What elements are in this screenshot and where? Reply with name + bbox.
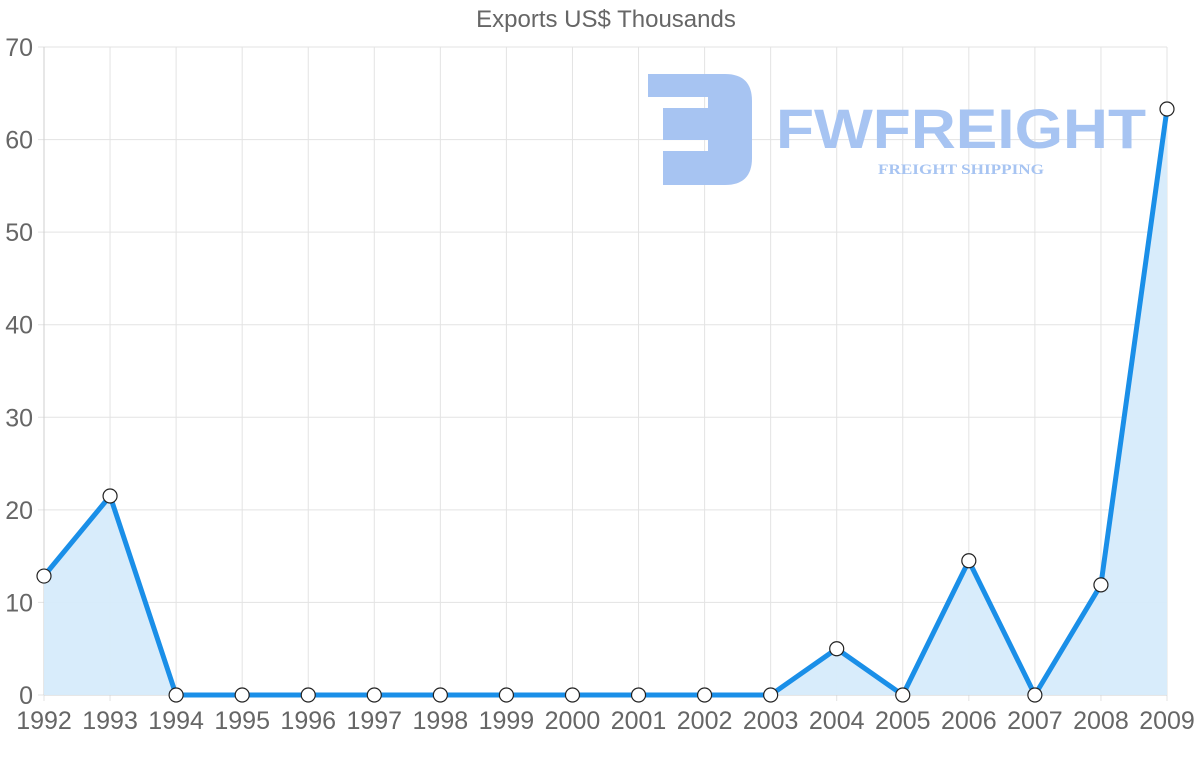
x-tick-label: 2000 xyxy=(545,707,601,735)
data-point-2001[interactable] xyxy=(630,687,647,703)
series-line xyxy=(42,108,1170,698)
x-tick-label: 1995 xyxy=(214,707,270,735)
data-point-2007[interactable] xyxy=(1027,687,1043,703)
data-point-2006[interactable] xyxy=(961,553,977,569)
y-tick-label: 70 xyxy=(5,34,33,62)
x-tick-label: 1994 xyxy=(148,707,204,735)
fwfreight-logo-icon xyxy=(648,74,752,185)
data-point-1997[interactable] xyxy=(366,687,382,703)
chart-title: Exports US$ Thousands xyxy=(476,6,736,33)
y-tick-label: 20 xyxy=(5,497,33,525)
data-point-2004[interactable] xyxy=(829,641,845,657)
y-tick-label: 0 xyxy=(19,682,33,710)
data-point-2005[interactable] xyxy=(895,687,911,703)
watermark-brand-text: FWFREIGHT xyxy=(776,97,1146,160)
y-axis: 0 10 20 30 40 50 60 70 xyxy=(5,34,33,710)
data-point-2008[interactable] xyxy=(1093,577,1109,593)
x-tick-label: 1996 xyxy=(280,707,336,735)
data-point-2002[interactable] xyxy=(696,687,713,703)
x-tick-label: 2004 xyxy=(809,707,865,735)
x-tick-label: 1993 xyxy=(82,707,138,735)
line-path xyxy=(42,108,1170,698)
x-tick-label: 2006 xyxy=(941,707,997,735)
x-tick-label: 2008 xyxy=(1073,707,1129,735)
data-point-2000[interactable] xyxy=(564,687,581,703)
y-tick-label: 50 xyxy=(5,219,33,247)
x-tick-label: 2007 xyxy=(1007,707,1063,735)
x-tick-label: 1997 xyxy=(346,707,402,735)
y-tick-label: 30 xyxy=(5,404,33,432)
data-points xyxy=(36,101,1175,703)
x-tick-label: 2009 xyxy=(1139,707,1195,735)
x-tick-label: 1992 xyxy=(16,707,72,735)
fwfreight-watermark: FWFREIGHT FREIGHT SHIPPING xyxy=(648,74,1146,185)
x-tick-label: 1999 xyxy=(479,707,535,735)
area-fill xyxy=(44,109,1167,695)
x-axis: 1992 1993 1994 1995 1996 1997 1998 1999 2000 2001… xyxy=(16,707,1195,735)
data-point-1995[interactable] xyxy=(234,687,250,703)
data-point-1996[interactable] xyxy=(300,687,316,703)
data-point-2003[interactable] xyxy=(763,687,779,703)
x-tick-label: 2001 xyxy=(611,707,667,735)
data-point-1992[interactable] xyxy=(36,568,52,584)
y-tick-label: 60 xyxy=(5,127,33,155)
series-area-fill xyxy=(44,109,1167,695)
data-point-1993[interactable] xyxy=(102,488,118,504)
x-tick-label: 2002 xyxy=(677,707,733,735)
x-tick-label: 2005 xyxy=(875,707,931,735)
watermark-tagline-text: FREIGHT SHIPPING xyxy=(878,162,1044,178)
data-point-1994[interactable] xyxy=(168,687,184,703)
y-tick-label: 40 xyxy=(5,312,33,340)
x-tick-label: 2003 xyxy=(743,707,799,735)
data-point-1998[interactable] xyxy=(432,687,448,703)
x-tick-label: 1998 xyxy=(413,707,469,735)
data-point-1999[interactable] xyxy=(498,687,515,703)
y-tick-label: 10 xyxy=(5,589,33,617)
data-point-2009[interactable] xyxy=(1159,101,1175,117)
